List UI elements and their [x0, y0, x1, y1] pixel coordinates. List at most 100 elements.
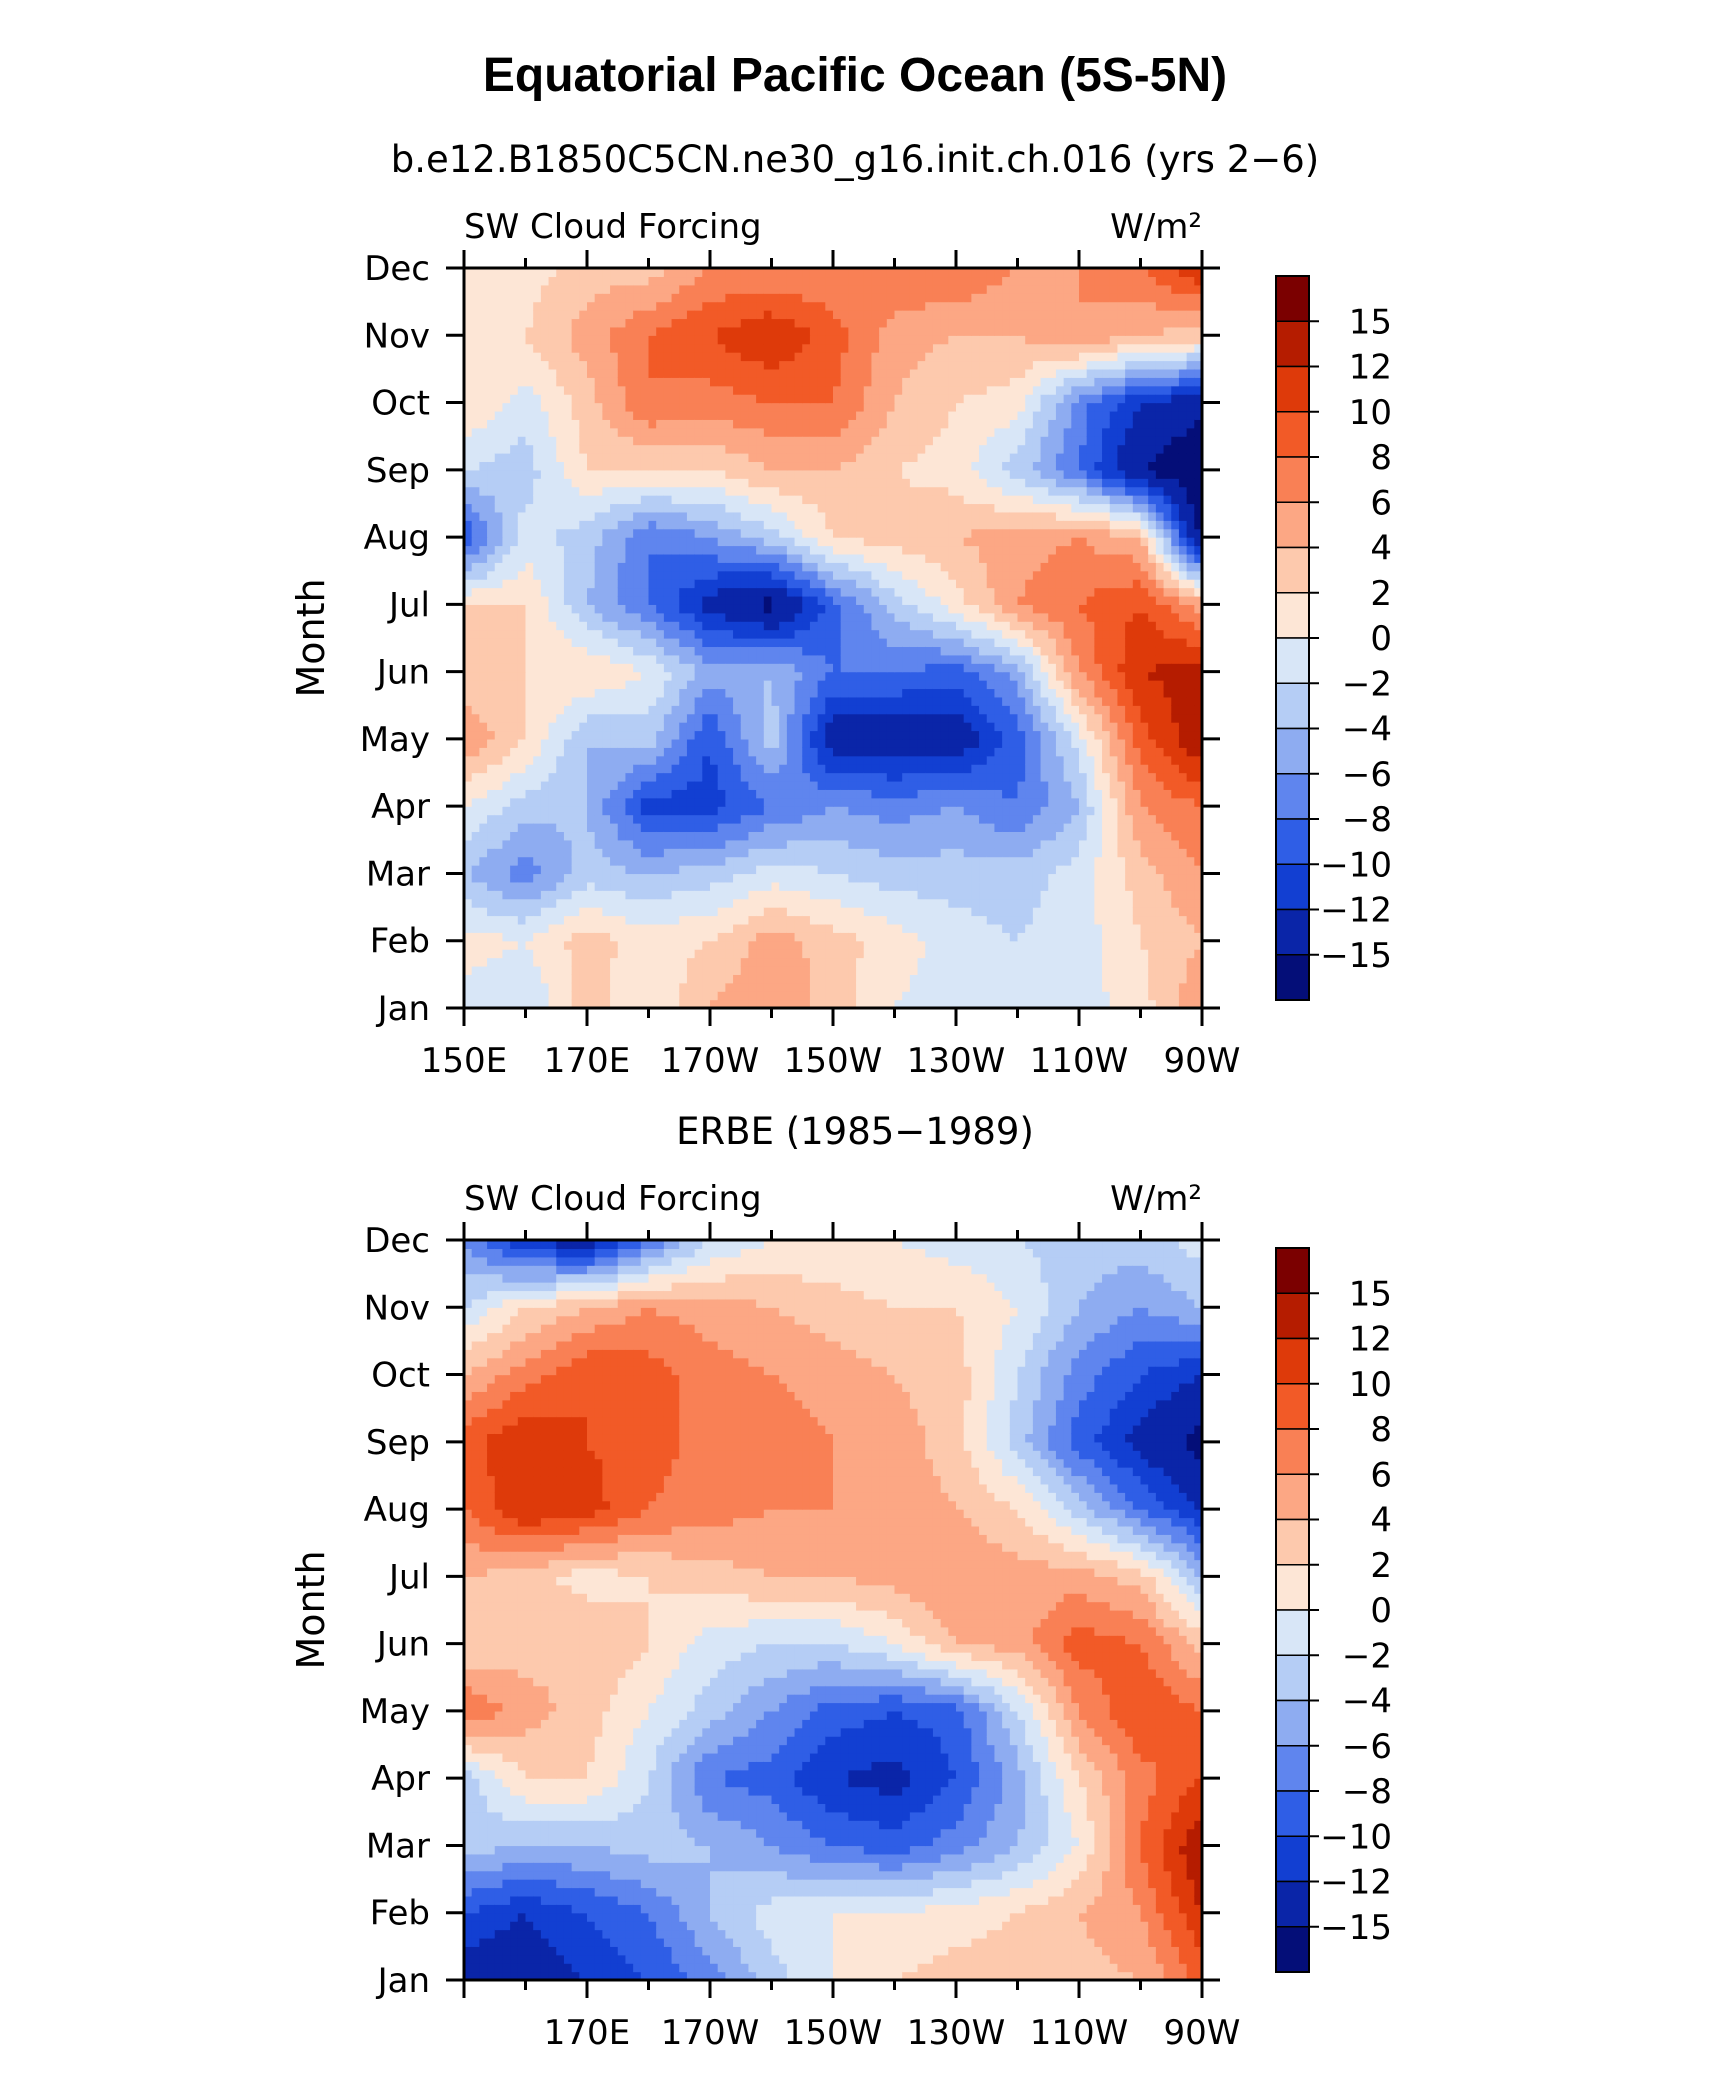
heatmap-cell	[848, 991, 857, 1001]
heatmap-cell	[725, 940, 734, 950]
heatmap-cell	[771, 663, 780, 673]
heatmap-cell	[633, 839, 642, 849]
heatmap-cell	[587, 738, 596, 748]
heatmap-cell	[471, 537, 480, 547]
heatmap-cell	[863, 789, 873, 799]
heatmap-cell	[710, 663, 719, 673]
heatmap-cell	[1048, 932, 1057, 942]
heatmap-cell	[502, 713, 511, 723]
heatmap-cell	[1132, 604, 1142, 614]
heatmap-cell	[756, 570, 765, 580]
heatmap-cell	[625, 537, 634, 547]
heatmap-cell	[1048, 772, 1057, 782]
heatmap-cell	[1025, 831, 1034, 841]
heatmap-cell	[925, 873, 934, 883]
heatmap-cell	[633, 587, 642, 597]
heatmap-cell	[686, 671, 696, 681]
heatmap-cell	[986, 705, 996, 715]
heatmap-cell	[840, 965, 849, 975]
heatmap-cell	[817, 738, 826, 748]
heatmap-cell	[871, 696, 880, 706]
heatmap-cell	[917, 730, 926, 740]
heatmap-cell	[1186, 713, 1195, 723]
heatmap-cell	[487, 713, 496, 723]
heatmap-cell	[1009, 696, 1019, 706]
heatmap-cell	[671, 772, 680, 782]
heatmap-cell	[1025, 730, 1034, 740]
heatmap-cell	[1032, 949, 1042, 959]
heatmap-cell	[471, 570, 480, 580]
heatmap-cell	[625, 890, 634, 900]
heatmap-cell	[725, 587, 734, 597]
heatmap-cell	[694, 856, 703, 866]
heatmap-cell	[948, 923, 957, 933]
heatmap-cell	[571, 562, 580, 572]
heatmap-cell	[948, 646, 957, 656]
heatmap-cell	[1063, 696, 1072, 706]
heatmap-cell	[517, 789, 527, 799]
heatmap-cell	[579, 638, 588, 648]
heatmap-cell	[1032, 663, 1042, 673]
heatmap-cell	[1109, 780, 1119, 790]
heatmap-cell	[587, 848, 596, 858]
heatmap-cell	[533, 587, 542, 597]
heatmap-cell	[786, 629, 796, 639]
heatmap-cell	[487, 629, 496, 639]
heatmap-cell	[1171, 755, 1180, 765]
heatmap-cell	[487, 747, 496, 757]
heatmap-cell	[971, 621, 980, 631]
heatmap-cell	[663, 612, 673, 622]
heatmap-cell	[894, 696, 903, 706]
heatmap-cell	[971, 856, 980, 866]
heatmap-cell	[625, 865, 634, 875]
heatmap-cell	[686, 890, 696, 900]
heatmap-cell	[1171, 831, 1180, 841]
heatmap-cell	[733, 562, 742, 572]
heatmap-cell	[979, 974, 988, 984]
heatmap-cell	[794, 907, 803, 917]
heatmap-cell	[1025, 923, 1034, 933]
heatmap-cell	[471, 848, 480, 858]
heatmap-cell	[917, 999, 926, 1008]
heatmap-cell	[986, 932, 996, 942]
heatmap-cell	[771, 713, 780, 723]
heatmap-cell	[1125, 730, 1134, 740]
heatmap-cell	[540, 738, 550, 748]
heatmap-cell	[533, 831, 542, 841]
heatmap-cell	[1140, 823, 1149, 833]
heatmap-cell	[733, 680, 742, 690]
heatmap-cell	[563, 831, 573, 841]
heatmap-cell	[956, 940, 965, 950]
heatmap-cell	[1086, 654, 1095, 664]
heatmap-cell	[533, 621, 542, 631]
heatmap-cell	[633, 856, 642, 866]
heatmap-cell	[763, 881, 773, 891]
heatmap-cell	[1132, 982, 1142, 992]
heatmap-cell	[717, 764, 726, 774]
heatmap-cell	[479, 856, 488, 866]
heatmap-cell	[825, 738, 834, 748]
heatmap-cell	[809, 654, 819, 664]
heatmap-cell	[587, 965, 596, 975]
heatmap-cell	[948, 932, 957, 942]
heatmap-cell	[917, 940, 926, 950]
heatmap-cell	[556, 949, 565, 959]
heatmap-cell	[710, 806, 719, 816]
heatmap-cell	[594, 755, 603, 765]
heatmap-cell	[663, 999, 673, 1008]
heatmap-cell	[656, 654, 665, 664]
heatmap-cell	[902, 755, 911, 765]
heatmap-cell	[671, 974, 680, 984]
heatmap-cell	[717, 839, 726, 849]
heatmap-cell	[956, 856, 965, 866]
heatmap-cell	[464, 965, 473, 975]
heatmap-cell	[956, 932, 965, 942]
heatmap-cell	[1186, 696, 1195, 706]
heatmap-cell	[479, 612, 488, 622]
heatmap-cell	[633, 831, 642, 841]
heatmap-cell	[733, 587, 742, 597]
heatmap-cell	[1178, 831, 1188, 841]
heatmap-cell	[610, 890, 619, 900]
heatmap-cell	[479, 797, 488, 807]
heatmap-cell	[902, 839, 911, 849]
